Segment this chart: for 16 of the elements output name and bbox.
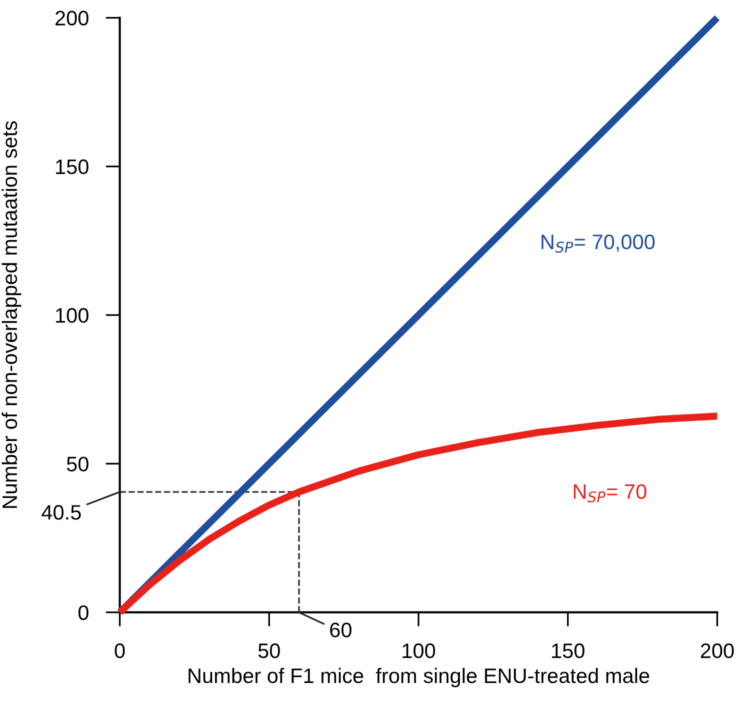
x-axis-title: Number of F1 mice from single ENU-treated male: [188, 668, 650, 688]
y-axis-title: Number of non-overlapped mutaation sets: [2, 121, 22, 508]
ref-line-label: 60: [330, 622, 352, 638]
x-tick-label: 200: [700, 643, 734, 658]
x-tick-label: 50: [258, 643, 280, 658]
y-tick-label: 200: [56, 10, 88, 26]
y-tick-label: 50: [66, 456, 88, 472]
series-label: N$_{SP}$= 70,000: [542, 234, 655, 253]
text: N$_{SP}$= 70: [574, 484, 646, 502]
y-tick-label: 100: [56, 308, 88, 323]
x-tick-label: 0: [114, 643, 125, 658]
y-tick-label: 150: [56, 159, 88, 174]
y-tick-label: 0: [78, 605, 88, 620]
x-tick-label: 100: [402, 643, 436, 658]
ref-line-label: 40.5: [42, 504, 81, 520]
x-tick-label: 150: [552, 643, 584, 658]
